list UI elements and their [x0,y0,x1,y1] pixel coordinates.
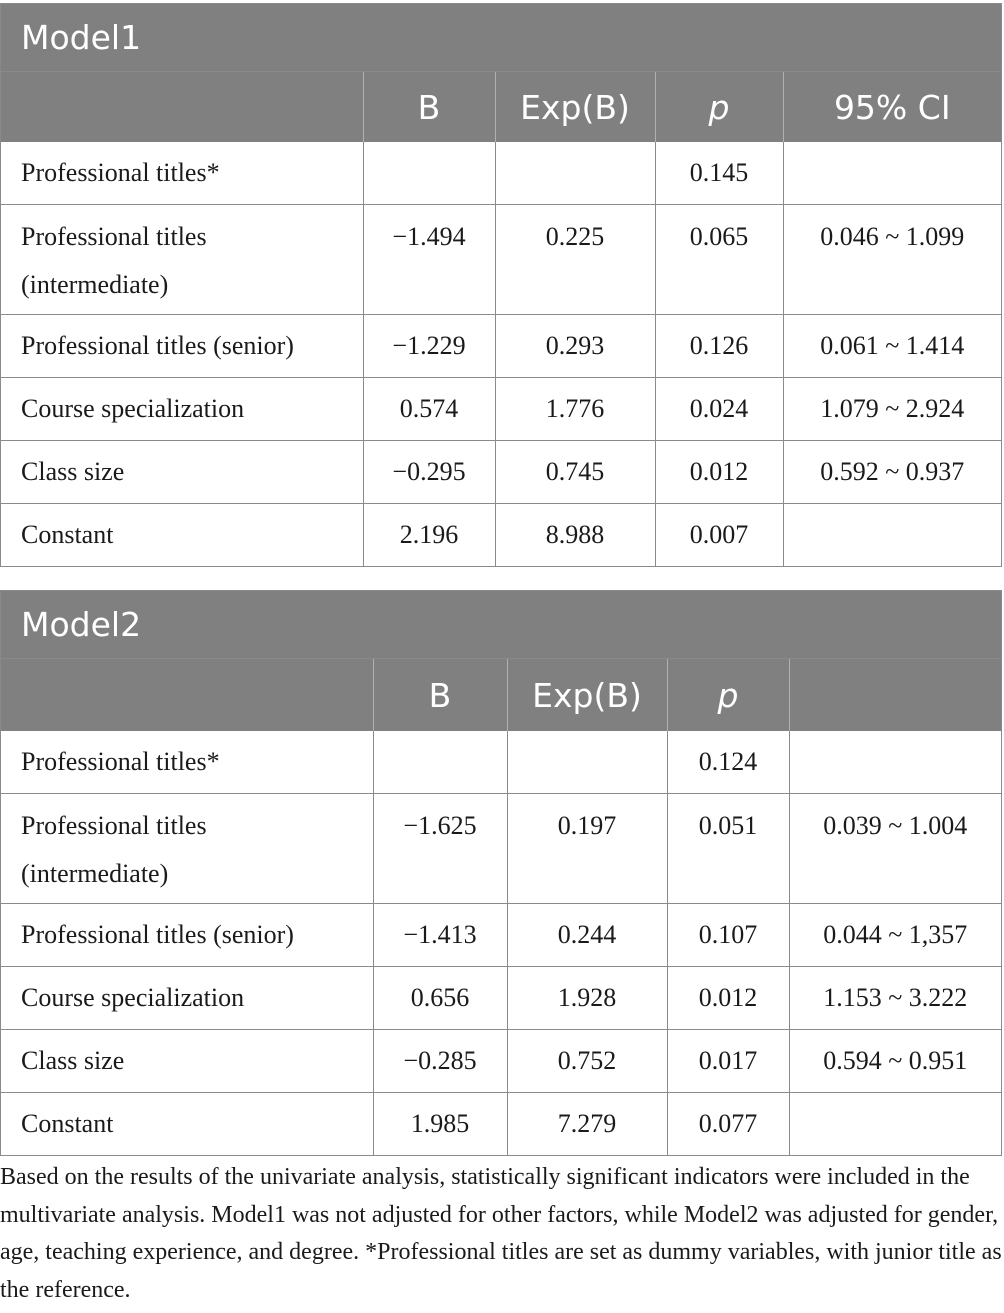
cell-ci: 1.079 ~ 2.924 [782,377,1001,441]
cell-p: 0.012 [654,440,783,504]
cell-b: −0.285 [372,1029,507,1093]
cell-p: 0.077 [666,1092,789,1155]
cell-ci [782,142,1001,205]
table-row: Professional titles* 0.124 [1,731,1001,794]
header-p: p [666,659,789,731]
table-row: Professional titles (intermediate) −1.49… [1,204,1001,315]
model2-header-row: B Exp(B) p [1,659,1001,731]
table-row: Course specialization 0.574 1.776 0.024 … [1,377,1001,441]
cell-expb: 0.197 [506,793,667,904]
cell-ci: 0.044 ~ 1,357 [788,903,1001,967]
table-row: Course specialization 0.656 1.928 0.012 … [1,966,1001,1030]
cell-ci [788,731,1001,794]
row-label: Constant [1,1092,373,1155]
row-label: Course specialization [1,966,373,1030]
cell-b: −0.295 [362,440,495,504]
cell-p: 0.124 [666,731,789,794]
row-label: Professional titles* [21,747,220,776]
row-label: Class size [1,1029,373,1093]
row-label: Course specialization [1,377,363,441]
cell-expb [506,731,667,794]
table-row: Constant 1.985 7.279 0.077 [1,1092,1001,1155]
model1-header-row: B Exp(B) p 95% CI [1,72,1001,142]
cell-b: −1.625 [372,793,507,904]
header-expb: Exp(B) [506,659,667,731]
model2-title: Model2 [1,591,1001,659]
cell-b [372,731,507,794]
model1-table-block: Model1 B Exp(B) p 95% CI Professional ti… [0,3,1002,567]
header-empty [1,659,373,731]
table-row: Professional titles (intermediate) −1.62… [1,793,1001,904]
model2-table-block: Model2 B Exp(B) p Professional titles* 0… [0,590,1002,1156]
model1-title: Model1 [1,4,1001,72]
row-label: Class size [1,440,363,504]
table-row: Class size −0.295 0.745 0.012 0.592 ~ 0.… [1,440,1001,504]
model1-table: B Exp(B) p 95% CI Professional titles* 0… [1,72,1001,566]
cell-b: 2.196 [362,503,495,566]
cell-ci: 0.592 ~ 0.937 [782,440,1001,504]
cell-p: 0.051 [666,793,789,904]
cell-ci: 0.594 ~ 0.951 [788,1029,1001,1093]
cell-b: 0.656 [372,966,507,1030]
cell-ci: 0.061 ~ 1.414 [782,314,1001,378]
row-label: Professional titles* [21,158,220,187]
cell-expb: 0.293 [494,314,655,378]
cell-p: 0.065 [654,204,783,315]
cell-expb: 0.244 [506,903,667,967]
cell-expb: 0.745 [494,440,655,504]
cell-p: 0.107 [666,903,789,967]
header-b: B [362,72,495,142]
header-empty [1,72,363,142]
cell-ci: 1.153 ~ 3.222 [788,966,1001,1030]
cell-p: 0.017 [666,1029,789,1093]
cell-p: 0.145 [654,142,783,205]
cell-b: 0.574 [362,377,495,441]
cell-expb: 0.752 [506,1029,667,1093]
cell-ci [782,503,1001,566]
table-row: Constant 2.196 8.988 0.007 [1,503,1001,566]
table-row: Class size −0.285 0.752 0.017 0.594 ~ 0.… [1,1029,1001,1093]
cell-ci: 0.039 ~ 1.004 [788,793,1001,904]
row-label: Constant [1,503,363,566]
cell-expb: 1.776 [494,377,655,441]
cell-p: 0.024 [654,377,783,441]
cell-b: −1.494 [362,204,495,315]
cell-ci [788,1092,1001,1155]
header-p: p [654,72,783,142]
cell-expb: 0.225 [494,204,655,315]
cell-expb: 8.988 [494,503,655,566]
model2-table: B Exp(B) p Professional titles* 0.124 Pr… [1,659,1001,1155]
row-label: Professional titles (senior) [1,314,363,378]
cell-p: 0.012 [666,966,789,1030]
table-row: Professional titles (senior) −1.413 0.24… [1,903,1001,967]
header-ci-empty [788,659,1001,731]
cell-expb: 1.928 [506,966,667,1030]
cell-p: 0.126 [654,314,783,378]
row-label: Professional titles (intermediate) [1,793,373,904]
cell-b: −1.413 [372,903,507,967]
header-expb: Exp(B) [494,72,655,142]
header-b: B [372,659,507,731]
cell-b [362,142,495,205]
cell-p: 0.007 [654,503,783,566]
row-label: Professional titles (senior) [1,903,373,967]
cell-b: 1.985 [372,1092,507,1155]
cell-expb: 7.279 [506,1092,667,1155]
table-row: Professional titles (senior) −1.229 0.29… [1,314,1001,378]
table-footnote: Based on the results of the univariate a… [0,1164,1002,1303]
header-ci: 95% CI [782,72,1001,142]
cell-b: −1.229 [362,314,495,378]
row-label: Professional titles (intermediate) [1,204,363,315]
cell-expb [494,142,655,205]
cell-ci: 0.046 ~ 1.099 [782,204,1001,315]
table-row: Professional titles* 0.145 [1,142,1001,205]
